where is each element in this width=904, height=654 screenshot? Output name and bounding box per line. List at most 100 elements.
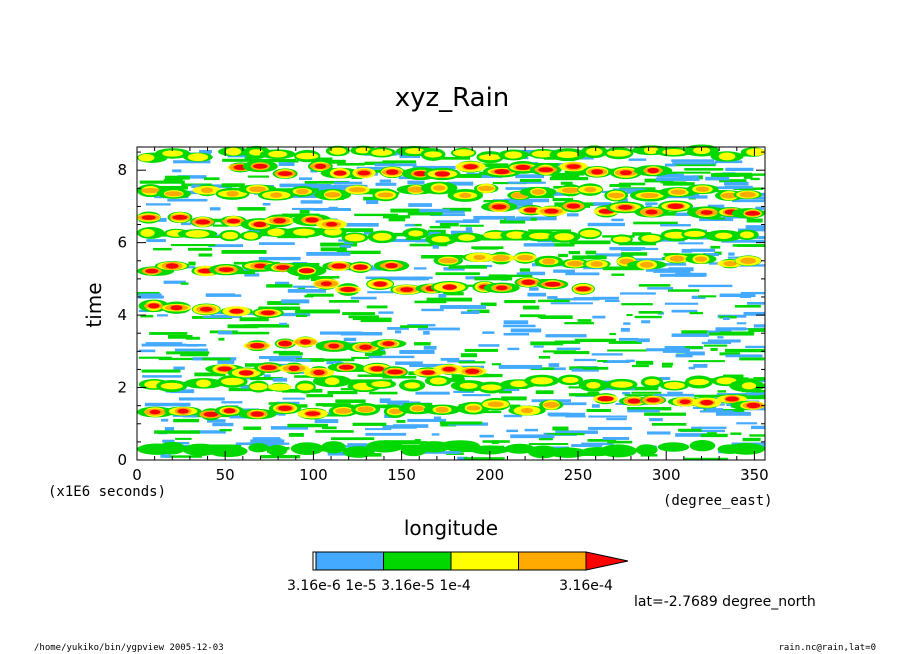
texture-streak <box>409 401 421 404</box>
texture-streak <box>627 407 672 411</box>
texture-streak <box>547 296 558 300</box>
texture-streak <box>480 302 497 307</box>
texture-streak <box>288 262 320 267</box>
texture-streak <box>262 202 271 206</box>
rain-cell <box>225 147 242 156</box>
rain-cell <box>348 187 366 193</box>
rain-cell <box>646 397 660 403</box>
texture-streak <box>677 272 693 276</box>
rain-cell <box>249 383 268 391</box>
rain-cell <box>684 230 706 238</box>
texture-streak <box>367 291 394 294</box>
texture-streak <box>710 347 718 351</box>
rain-cell <box>353 264 368 270</box>
texture-streak <box>592 315 606 319</box>
rain-cell <box>329 147 347 155</box>
y-axis-ticks: 0 2 4 6 8 <box>117 151 765 469</box>
texture-streak <box>378 311 394 314</box>
rain-cell <box>249 343 265 349</box>
rain-cell <box>268 383 292 391</box>
rain-cell <box>662 148 686 155</box>
rain-cell <box>331 263 347 269</box>
texture-streak <box>519 178 542 182</box>
texture-streak <box>239 317 269 322</box>
texture-streak <box>618 241 657 246</box>
texture-streak <box>244 273 260 277</box>
texture-streak <box>705 176 730 181</box>
texture-streak <box>547 412 570 416</box>
texture-streak <box>219 428 232 432</box>
texture-streak <box>212 224 229 227</box>
texture-streak <box>746 301 765 305</box>
rain-cell <box>357 170 371 176</box>
rain-cell <box>229 308 244 314</box>
texture-streak <box>645 258 653 262</box>
texture-streak <box>542 402 587 406</box>
texture-streak <box>556 347 581 351</box>
texture-streak <box>395 361 423 365</box>
texture-streak <box>167 335 193 339</box>
rain-cell <box>243 232 259 240</box>
texture-streak <box>631 391 662 394</box>
rain-cell <box>260 310 276 316</box>
rain-cell <box>597 395 614 402</box>
texture-streak <box>714 160 743 164</box>
rain-cell <box>458 234 476 241</box>
texture-streak <box>419 451 461 454</box>
texture-streak <box>592 296 619 300</box>
rain-cell <box>248 186 266 193</box>
rain-cell <box>273 218 286 224</box>
texture-streak <box>407 418 447 422</box>
texture-streak <box>587 222 625 227</box>
texture-streak <box>672 162 717 165</box>
texture-streak <box>244 156 253 160</box>
texture-streak <box>182 415 213 418</box>
texture-streak <box>387 276 433 279</box>
texture-streak <box>553 351 590 355</box>
texture-streak <box>172 169 182 173</box>
rain-cell <box>421 370 435 375</box>
texture-streak <box>699 410 734 413</box>
texture-streak <box>210 314 241 317</box>
texture-streak <box>504 198 550 203</box>
texture-streak <box>278 162 295 166</box>
y-tick-label: 0 <box>117 451 127 469</box>
texture-streak <box>292 207 314 210</box>
texture-streak <box>653 270 691 273</box>
texture-streak <box>299 209 310 214</box>
texture-streak <box>749 434 765 437</box>
texture-streak <box>691 426 727 429</box>
texture-streak <box>409 243 448 247</box>
texture-streak <box>458 361 486 364</box>
rain-cell <box>746 148 765 156</box>
texture-streak <box>645 268 674 272</box>
texture-streak <box>442 207 472 212</box>
texture-streak <box>664 163 676 167</box>
colorbar-labels: 3.16e-6 1e-5 3.16e-5 1e-4 <box>287 578 471 594</box>
texture-streak <box>638 284 671 287</box>
texture-streak <box>423 330 430 335</box>
texture-streak <box>612 188 646 192</box>
rain-cell <box>643 146 659 155</box>
texture-streak <box>363 196 385 201</box>
texture-streak <box>165 175 190 180</box>
texture-streak <box>633 221 678 225</box>
rain-cell <box>739 191 756 198</box>
rain-cell <box>608 192 625 199</box>
rain-cell <box>404 382 421 389</box>
texture-streak <box>524 428 539 432</box>
texture-streak <box>715 411 751 416</box>
texture-streak <box>163 280 186 284</box>
rain-cell <box>275 265 290 270</box>
lat-annotation: lat=-2.7689 degree_north <box>634 594 816 610</box>
rain-cell <box>504 443 535 454</box>
y-tick-label: 6 <box>117 234 127 252</box>
texture-streak <box>659 376 671 381</box>
rain-cell <box>372 232 392 241</box>
texture-streak <box>313 208 351 211</box>
texture-streak <box>631 364 649 368</box>
rain-cell <box>466 405 481 411</box>
texture-streak <box>707 339 741 343</box>
texture-streak <box>174 348 208 352</box>
texture-streak <box>339 222 379 227</box>
